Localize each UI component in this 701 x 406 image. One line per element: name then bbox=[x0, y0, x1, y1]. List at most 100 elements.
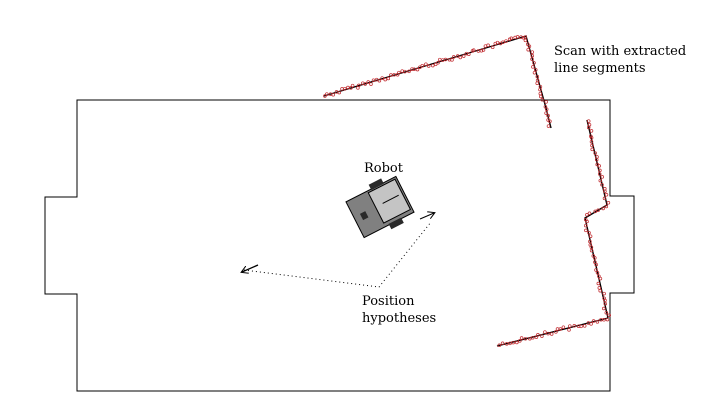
scan-point bbox=[371, 78, 376, 82]
scan-point bbox=[596, 208, 600, 213]
scan-point bbox=[467, 52, 471, 56]
scan-point bbox=[544, 107, 549, 111]
scan-point bbox=[587, 230, 591, 235]
scan-point bbox=[349, 86, 353, 90]
position-hypotheses-label: Position hypotheses bbox=[362, 293, 436, 327]
scan-point bbox=[594, 268, 598, 272]
scan-point bbox=[555, 327, 560, 331]
scan-point bbox=[595, 320, 600, 324]
scan-point bbox=[546, 113, 550, 118]
scan-point bbox=[597, 164, 601, 168]
scan-point bbox=[495, 40, 500, 45]
scan-point bbox=[415, 67, 420, 72]
robot-label: Robot bbox=[364, 161, 403, 176]
scan-point bbox=[515, 340, 519, 345]
scan-point bbox=[526, 47, 530, 52]
scan-point bbox=[546, 331, 550, 336]
scan-point bbox=[532, 70, 537, 75]
scan-point bbox=[530, 54, 535, 58]
scan-point bbox=[479, 49, 484, 53]
scan-point bbox=[433, 62, 438, 67]
scan-point bbox=[528, 336, 532, 341]
scan-point bbox=[535, 81, 539, 85]
scan-label: Scan with extracted line segments bbox=[554, 43, 686, 77]
scan-point bbox=[561, 325, 566, 329]
scan-point bbox=[587, 211, 592, 216]
scan-point bbox=[403, 69, 407, 74]
scan-point bbox=[602, 196, 607, 201]
scan-point bbox=[593, 151, 597, 155]
scan-point bbox=[585, 213, 589, 217]
scan-point bbox=[450, 58, 454, 62]
robot-wheel-bottom bbox=[388, 217, 404, 230]
scan-point bbox=[604, 193, 609, 197]
robot-sensor bbox=[359, 211, 369, 221]
scan-point bbox=[606, 201, 611, 205]
scan-point bbox=[504, 39, 508, 43]
scan-point bbox=[325, 92, 329, 96]
scan-point bbox=[593, 256, 597, 260]
scan-point bbox=[588, 239, 592, 244]
scan-point bbox=[538, 87, 542, 92]
scan-point bbox=[567, 328, 571, 332]
scan-point bbox=[548, 119, 552, 124]
scan-point bbox=[515, 35, 520, 39]
scan-point bbox=[530, 57, 534, 61]
scan-point bbox=[589, 140, 594, 144]
scan-point bbox=[601, 206, 605, 211]
scan-point bbox=[582, 324, 587, 328]
scan-point bbox=[343, 86, 347, 91]
scan-point bbox=[392, 72, 396, 77]
scan-point bbox=[598, 276, 603, 281]
scan-point bbox=[431, 63, 435, 68]
scan-point bbox=[532, 61, 536, 65]
scan-point bbox=[350, 83, 355, 88]
scan-point bbox=[523, 35, 528, 39]
scan-point bbox=[386, 76, 391, 81]
scan-point bbox=[369, 82, 373, 86]
scan-point bbox=[438, 57, 442, 62]
scan-point bbox=[519, 336, 524, 340]
scan-point bbox=[586, 321, 591, 325]
scan-points bbox=[323, 35, 611, 348]
scan-point bbox=[590, 143, 594, 148]
scan-point bbox=[397, 70, 401, 75]
scan-point bbox=[588, 234, 593, 238]
scan-point bbox=[323, 94, 327, 98]
robot-wheel-top bbox=[368, 178, 384, 191]
scan-point bbox=[508, 341, 512, 346]
scan-point bbox=[595, 270, 600, 275]
scan-line-segment-right bbox=[584, 119, 609, 319]
scan-point bbox=[586, 119, 591, 123]
scan-point bbox=[523, 336, 528, 341]
scan-point bbox=[420, 63, 425, 68]
scan-point bbox=[531, 335, 535, 340]
scan-point bbox=[531, 65, 535, 69]
scan-label-line1: Scan with extracted bbox=[554, 44, 687, 59]
scan-point bbox=[363, 82, 367, 86]
scan-point bbox=[540, 334, 544, 338]
scan-point bbox=[481, 48, 486, 52]
scan-point bbox=[585, 219, 589, 224]
scan-point bbox=[584, 228, 588, 233]
scan-point bbox=[554, 330, 558, 334]
scan-point bbox=[544, 111, 548, 115]
scan-point bbox=[533, 67, 538, 72]
scan-point bbox=[426, 64, 431, 68]
scan-point bbox=[603, 301, 608, 306]
scan-point bbox=[518, 339, 522, 343]
scan-point bbox=[546, 124, 551, 128]
scan-point bbox=[596, 281, 601, 286]
scan-point bbox=[589, 248, 594, 253]
scan-point bbox=[331, 93, 335, 97]
scan-point bbox=[600, 175, 605, 179]
scan-point bbox=[523, 38, 528, 43]
scan-point bbox=[604, 204, 609, 209]
scan-point bbox=[597, 172, 602, 176]
scan-point bbox=[598, 178, 603, 183]
scan-point bbox=[443, 57, 448, 62]
scan-point bbox=[407, 69, 411, 74]
scan-point bbox=[366, 80, 370, 84]
hypothesis-arrow-right bbox=[419, 213, 434, 220]
scan-point bbox=[490, 45, 495, 50]
